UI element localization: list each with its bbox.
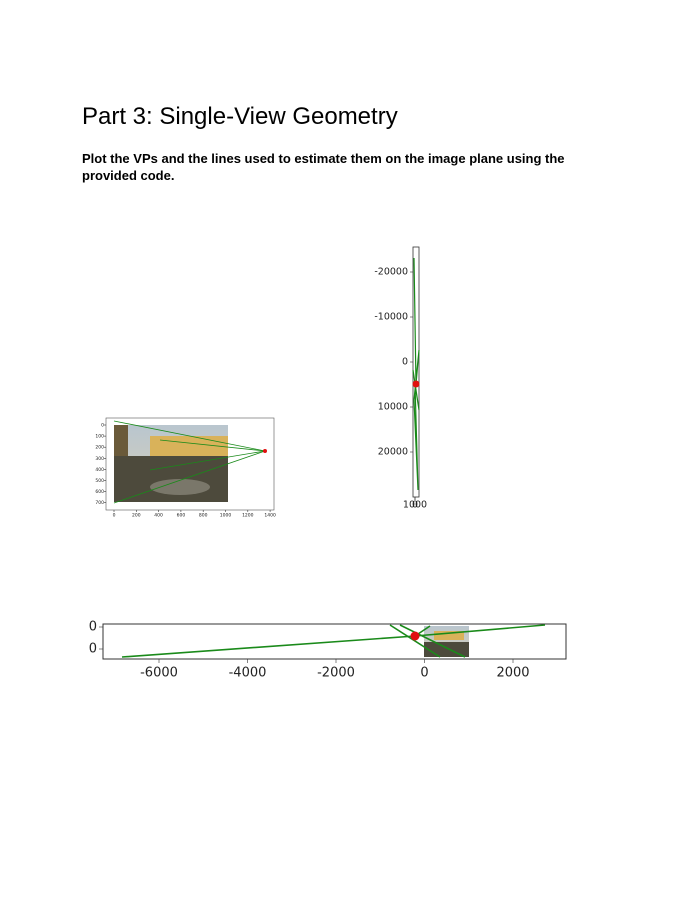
x-tick-label: 1000 (220, 513, 232, 519)
photo-ground (424, 642, 469, 657)
y-tick-label: 0 (89, 642, 97, 657)
x-tick-label: -4000 (229, 666, 267, 681)
figure-tall (412, 246, 420, 498)
y-tick-label: 0 (402, 357, 408, 368)
x-tick-label: -6000 (140, 666, 178, 681)
vp-lines (412, 257, 420, 491)
vp-lines (121, 624, 546, 658)
x-tick-label: 600 (177, 513, 186, 519)
x-tick-label: 800 (199, 513, 208, 519)
x-tick-label: -2000 (317, 666, 355, 681)
y-tick-label: 10000 (378, 402, 408, 413)
figure-wide (102, 623, 567, 660)
x-tick-label: 400 (154, 513, 163, 519)
x-tick-label: 0 (412, 500, 418, 511)
section-title: Part 3: Single-View Geometry (82, 103, 398, 130)
instruction: Plot the VPs and the lines used to estim… (82, 151, 565, 183)
photo-tower (114, 425, 128, 460)
y-tick-label: 600 (95, 489, 104, 495)
y-tick-label: -20000 (374, 267, 408, 278)
y-tick-label: 300 (95, 456, 104, 462)
vp-lines (113, 420, 266, 504)
vanishing-point (412, 380, 420, 388)
y-tick-label: 500 (95, 478, 104, 484)
y-tick-label: 400 (95, 467, 104, 473)
photo-building (150, 436, 228, 458)
vanishing-point (263, 449, 267, 453)
x-tick-label: 0 (420, 666, 428, 681)
y-tick-label: 0 (89, 620, 97, 635)
y-tick-label: 20000 (378, 447, 408, 458)
y-tick-label: -10000 (374, 312, 408, 323)
x-tick-label: 1400 (264, 513, 276, 519)
x-tick-label: 1200 (242, 513, 254, 519)
x-tick-label: 1000 (403, 500, 427, 511)
figure-small (105, 417, 275, 511)
x-tick-label: 0 (113, 513, 116, 519)
vanishing-point (410, 631, 420, 641)
y-tick-label: 100 (95, 434, 104, 440)
y-tick-label: 700 (95, 500, 104, 506)
x-tick-label: 2000 (496, 666, 529, 681)
y-tick-label: 200 (95, 445, 104, 451)
x-tick-label: 200 (132, 513, 141, 519)
photo-ground (114, 456, 228, 502)
photo-building (434, 631, 464, 640)
y-tick-label: 0 (101, 423, 104, 429)
photo-plaza (150, 479, 210, 495)
